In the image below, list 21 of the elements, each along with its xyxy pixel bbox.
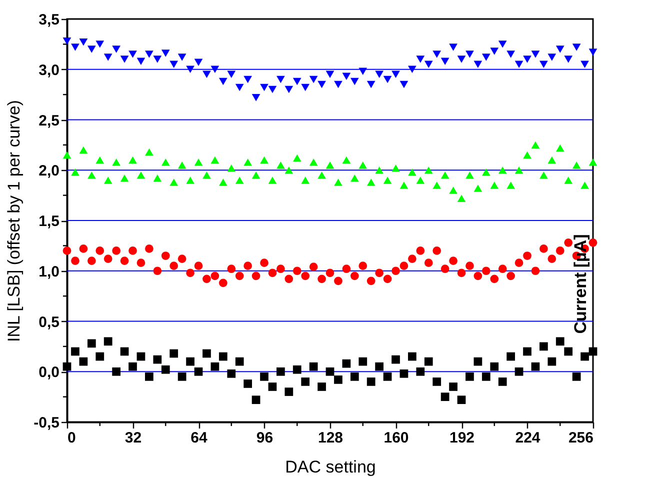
x-tick-label: 192 [449, 430, 475, 446]
y-tick-label: -0,5 [34, 414, 60, 432]
x-tick-label: 0 [68, 430, 76, 446]
x-tick-label: 256 [568, 430, 594, 446]
x-tick-label: 224 [515, 430, 541, 446]
y-tick-label: 0,0 [38, 364, 60, 382]
x-tick-label: 32 [124, 430, 142, 446]
x-tick-label: 64 [190, 430, 208, 446]
x-tick-label: 96 [256, 430, 274, 446]
x-axis-title: DAC setting [285, 458, 376, 476]
y-tick-label: 0,5 [38, 314, 60, 331]
y-tick-label: 2,0 [38, 162, 60, 180]
x-tick-label: 128 [318, 430, 344, 446]
y-tick-label: 3,5 [38, 12, 60, 28]
y-axis-title: INL [LSB] (offset by 1 per curve) [4, 100, 24, 342]
x-tick-label: 160 [384, 430, 409, 446]
y-tick-label: 2,5 [38, 112, 60, 130]
y2-axis-title: Current [µA] [571, 234, 590, 334]
y-tick-label: 3,0 [38, 62, 60, 79]
y-tick-label: 1,0 [38, 263, 60, 280]
y-tick-label: 1,5 [38, 213, 60, 230]
